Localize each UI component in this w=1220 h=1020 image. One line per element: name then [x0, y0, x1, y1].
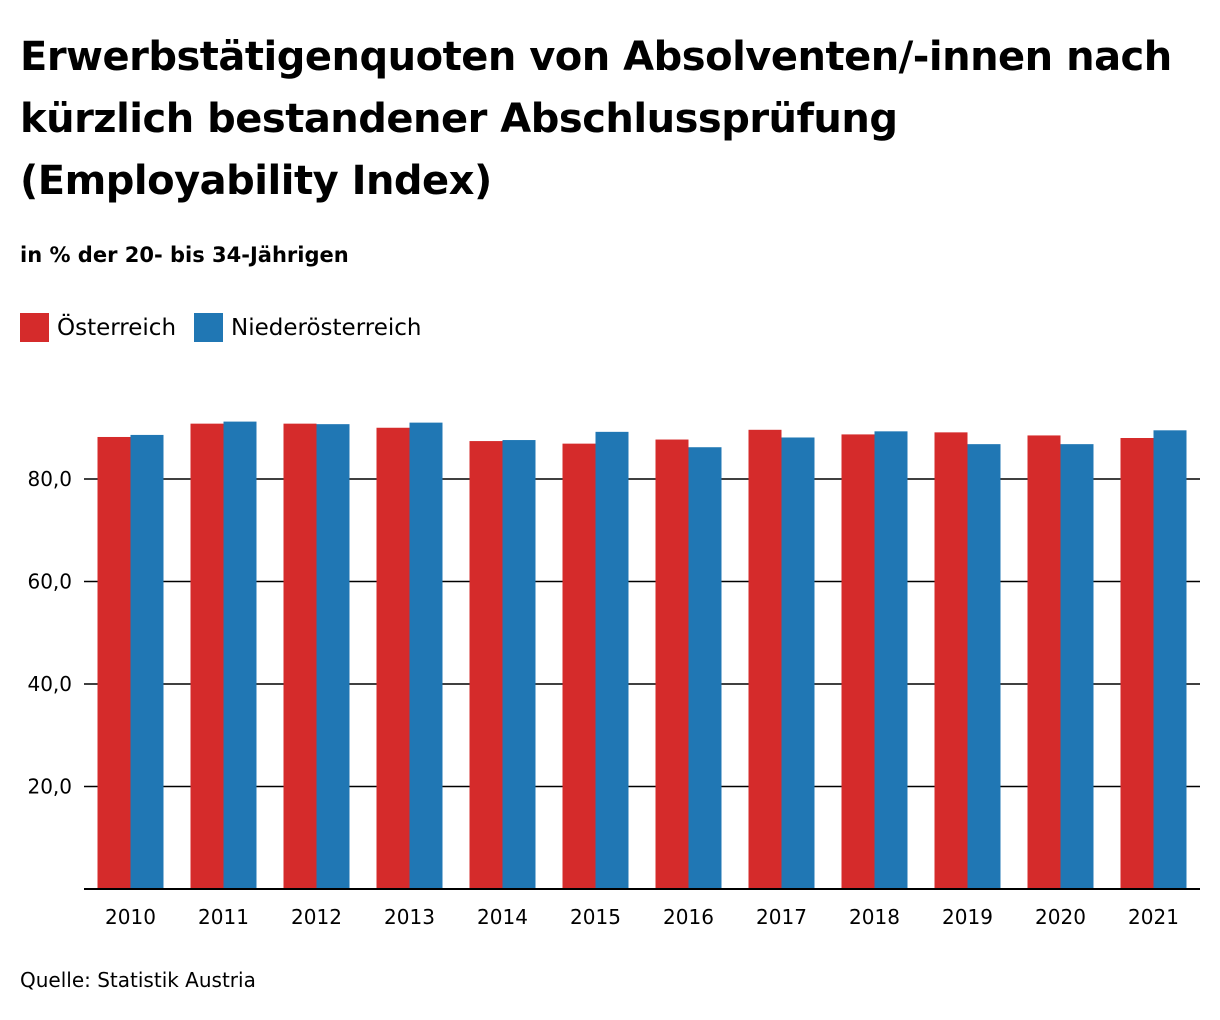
- x-tick-label-2012: 2012: [291, 905, 342, 929]
- bar-niederoesterreich-2020: [1060, 444, 1094, 889]
- bar-niederoesterreich-2021: [1153, 430, 1187, 889]
- bar-niederoesterreich-2018: [874, 431, 908, 889]
- legend-swatch-niederoesterreich: [194, 313, 224, 342]
- bar-niederoesterreich-2016: [688, 447, 722, 889]
- bar-oesterreich-2017: [748, 429, 782, 889]
- bar-niederoesterreich-2014: [502, 440, 536, 889]
- y-tick-label-40: 40,0: [27, 672, 72, 696]
- legend-item-oesterreich: Österreich: [20, 313, 176, 342]
- bar-oesterreich-2016: [655, 439, 689, 889]
- legend-swatch-oesterreich: [20, 313, 49, 342]
- bar-niederoesterreich-2015: [595, 431, 629, 889]
- bar-oesterreich-2018: [841, 434, 875, 889]
- bar-oesterreich-2015: [562, 443, 596, 889]
- bar-oesterreich-2013: [376, 427, 410, 889]
- x-tick-label-2011: 2011: [198, 905, 249, 929]
- y-tick-label-80: 80,0: [27, 467, 72, 491]
- bar-niederoesterreich-2013: [409, 422, 443, 889]
- y-tick-label-20: 20,0: [27, 775, 72, 799]
- y-tick-label-60: 60,0: [27, 570, 72, 594]
- source-note: Quelle: Statistik Austria: [20, 968, 256, 992]
- legend-label-niederoesterreich: Niederösterreich: [231, 314, 422, 341]
- bar-niederoesterreich-2011: [223, 421, 257, 889]
- x-tick-label-2021: 2021: [1128, 905, 1179, 929]
- bar-chart: 20,0 40,0 60,0 80,0 2010 2011 2012 2013 2014 2015…: [27, 421, 1200, 929]
- bar-niederoesterreich-2010: [130, 434, 164, 889]
- x-tick-label-2018: 2018: [849, 905, 900, 929]
- x-tick-label-2010: 2010: [105, 905, 156, 929]
- bar-oesterreich-2011: [190, 423, 224, 889]
- bar-niederoesterreich-2017: [781, 437, 815, 889]
- x-tick-label-2020: 2020: [1035, 905, 1086, 929]
- bar-oesterreich-2014: [469, 441, 503, 889]
- legend: Österreich Niederösterreich: [20, 313, 439, 342]
- bar-oesterreich-2010: [97, 436, 131, 889]
- bar-niederoesterreich-2012: [316, 424, 350, 889]
- bar-oesterreich-2020: [1027, 435, 1061, 889]
- x-tick-label-2015: 2015: [570, 905, 621, 929]
- x-tick-label-2013: 2013: [384, 905, 435, 929]
- bar-oesterreich-2012: [283, 423, 317, 889]
- x-tick-label-2017: 2017: [756, 905, 807, 929]
- chart-subtitle: in % der 20- bis 34-Jährigen: [20, 243, 349, 267]
- x-tick-label-2019: 2019: [942, 905, 993, 929]
- chart-title: Erwerbstätigenquoten von Absolventen/-in…: [20, 34, 1172, 204]
- x-tick-label-2016: 2016: [663, 905, 714, 929]
- legend-label-oesterreich: Österreich: [57, 314, 177, 341]
- bar-oesterreich-2019: [934, 432, 968, 889]
- bar-oesterreich-2021: [1120, 438, 1154, 889]
- legend-item-niederoesterreich: Niederösterreich: [194, 313, 421, 342]
- x-tick-label-2014: 2014: [477, 905, 528, 929]
- bar-niederoesterreich-2019: [967, 444, 1001, 889]
